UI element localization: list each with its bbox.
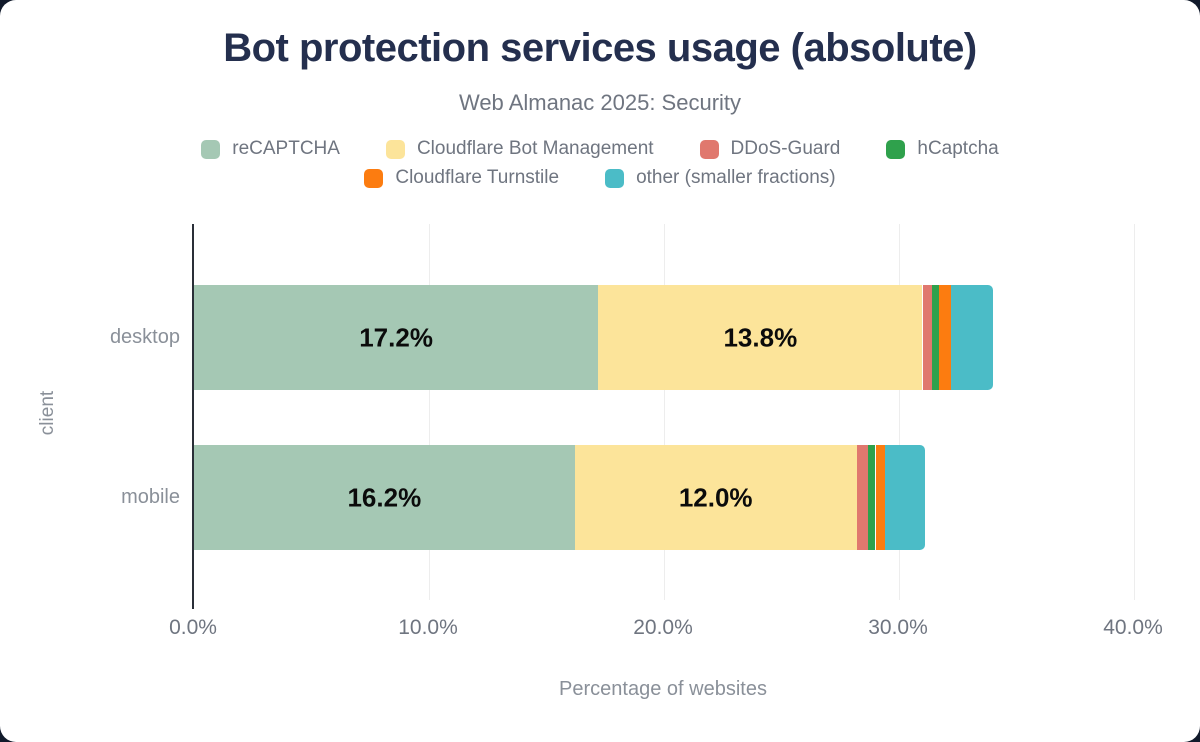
x-tick-label-10: 10.0% bbox=[398, 616, 458, 639]
legend-swatch-icon bbox=[886, 139, 906, 159]
x-tick-label-30: 30.0% bbox=[868, 616, 928, 639]
gridline-10 bbox=[429, 224, 430, 600]
category-label-mobile: mobile bbox=[121, 486, 180, 508]
plot-area: 17.2% 13.8% 16.2% 12.0% bbox=[194, 224, 1135, 600]
bar-segment-mobile-hcaptcha[interactable] bbox=[868, 445, 876, 550]
bar-value-label: 13.8% bbox=[723, 322, 798, 352]
legend-item-other-smaller-fractions[interactable]: other (smaller fractions) bbox=[605, 167, 836, 189]
bar-desktop: 17.2% 13.8% bbox=[194, 285, 1134, 390]
x-axis-ticks: 0.0% 10.0% 20.0% 30.0% 40.0% bbox=[169, 616, 1163, 644]
bar-segment-desktop-recaptcha[interactable]: 17.2% bbox=[194, 285, 599, 390]
legend-swatch-icon bbox=[385, 139, 405, 159]
gridline-40 bbox=[1134, 224, 1135, 600]
bar-segment-desktop-other-smaller-fractions[interactable] bbox=[950, 285, 993, 390]
y-axis-title: client bbox=[37, 390, 58, 436]
bar-value-label: 17.2% bbox=[359, 322, 433, 352]
bar-segment-mobile-cloudflare-bot-management[interactable]: 12.0% bbox=[574, 445, 857, 550]
legend-swatch-icon bbox=[699, 139, 719, 159]
gridline-30 bbox=[899, 224, 900, 600]
category-label-desktop: desktop bbox=[109, 326, 180, 348]
legend-swatch-icon bbox=[605, 168, 625, 188]
legend-row-2: Cloudflare Turnstile other (smaller fract… bbox=[364, 167, 836, 189]
legend-row-1: reCAPTCHA Cloudflare Bot Management DDoS-G… bbox=[201, 138, 999, 160]
bar-segment-desktop-ddos-guard[interactable] bbox=[922, 285, 932, 390]
legend: reCAPTCHA Cloudflare Bot Management DDoS-G… bbox=[0, 138, 1200, 189]
bar-segment-desktop-cloudflare-turnstile[interactable] bbox=[938, 285, 951, 390]
legend-item-ddos-guard[interactable]: DDoS-Guard bbox=[699, 138, 841, 160]
x-axis-title: Percentage of websites bbox=[559, 678, 767, 700]
legend-swatch-icon bbox=[364, 168, 384, 188]
bar-segment-desktop-hcaptcha[interactable] bbox=[931, 285, 939, 390]
bar-segment-mobile-recaptcha[interactable]: 16.2% bbox=[194, 445, 575, 550]
bar-segment-mobile-ddos-guard[interactable] bbox=[856, 445, 869, 550]
x-tick-label-0: 0.0% bbox=[169, 616, 217, 639]
bar-segment-desktop-cloudflare-bot-management[interactable]: 13.8% bbox=[598, 285, 923, 390]
x-tick-label-40: 40.0% bbox=[1103, 616, 1163, 639]
legend-label: Cloudflare Bot Management bbox=[416, 138, 654, 159]
bar-segment-mobile-cloudflare-turnstile[interactable] bbox=[875, 445, 885, 550]
legend-item-cloudflare-bot-management[interactable]: Cloudflare Bot Management bbox=[385, 138, 654, 160]
gridline-20 bbox=[664, 224, 665, 600]
legend-label: Cloudflare Turnstile bbox=[395, 167, 560, 188]
x-tick-label-20: 20.0% bbox=[633, 616, 693, 639]
chart-title: Bot protection services usage (absolute) bbox=[223, 26, 977, 70]
legend-swatch-icon bbox=[201, 139, 221, 159]
legend-label: DDoS-Guard bbox=[730, 138, 841, 159]
bar-mobile: 16.2% 12.0% bbox=[194, 445, 1134, 550]
bar-value-label: 12.0% bbox=[678, 482, 753, 512]
legend-item-recaptcha[interactable]: reCAPTCHA bbox=[201, 138, 340, 160]
legend-label: other (smaller fractions) bbox=[636, 167, 836, 188]
legend-label: reCAPTCHA bbox=[232, 138, 340, 159]
legend-label: hCaptcha bbox=[917, 138, 999, 159]
bar-value-label: 16.2% bbox=[347, 482, 422, 512]
legend-item-cloudflare-turnstile[interactable]: Cloudflare Turnstile bbox=[364, 167, 559, 189]
chart-subtitle: Web Almanac 2025: Security bbox=[458, 90, 742, 115]
legend-item-hcaptcha[interactable]: hCaptcha bbox=[886, 138, 999, 160]
bar-segment-mobile-other-smaller-fractions[interactable] bbox=[884, 445, 925, 550]
y-axis-line bbox=[192, 224, 194, 609]
